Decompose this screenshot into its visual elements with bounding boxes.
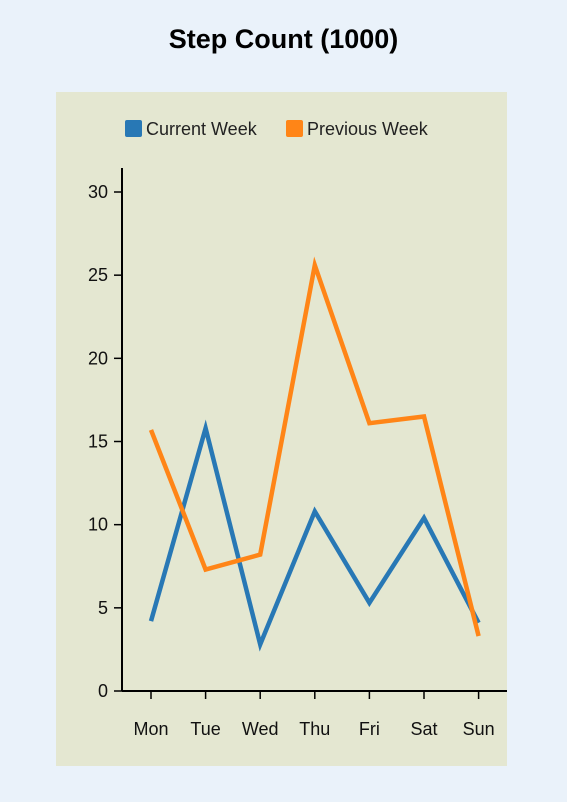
y-tick-label: 25 — [88, 265, 108, 285]
y-tick-label: 0 — [98, 681, 108, 701]
chart-title: Step Count (1000) — [168, 24, 399, 54]
x-tick-label: Thu — [299, 719, 330, 739]
legend-label: Previous Week — [307, 119, 429, 139]
x-tick-label: Sat — [410, 719, 437, 739]
y-tick-label: 10 — [88, 515, 108, 535]
series-line-previous-week — [148, 256, 481, 637]
legend-label: Current Week — [146, 119, 258, 139]
legend: Current Week Previous Week — [125, 119, 429, 139]
plot-panel — [56, 92, 507, 766]
series-lines — [148, 256, 481, 652]
x-tick-label: Wed — [242, 719, 279, 739]
y-tick-label: 30 — [88, 182, 108, 202]
y-tick-label: 20 — [88, 348, 108, 368]
legend-swatch — [125, 120, 142, 137]
x-tick-label: Fri — [359, 719, 380, 739]
axes: 0 5 10 15 20 25 30 Mon Tue Wed Thu Fri Sat Sun — [88, 168, 507, 739]
y-tick-label: 15 — [88, 432, 108, 452]
x-tick-label: Tue — [190, 719, 220, 739]
legend-swatch — [286, 120, 303, 137]
y-tick-label: 5 — [98, 598, 108, 618]
series-line-current-week — [148, 419, 481, 652]
x-tick-label: Mon — [133, 719, 168, 739]
x-tick-label: Sun — [463, 719, 495, 739]
